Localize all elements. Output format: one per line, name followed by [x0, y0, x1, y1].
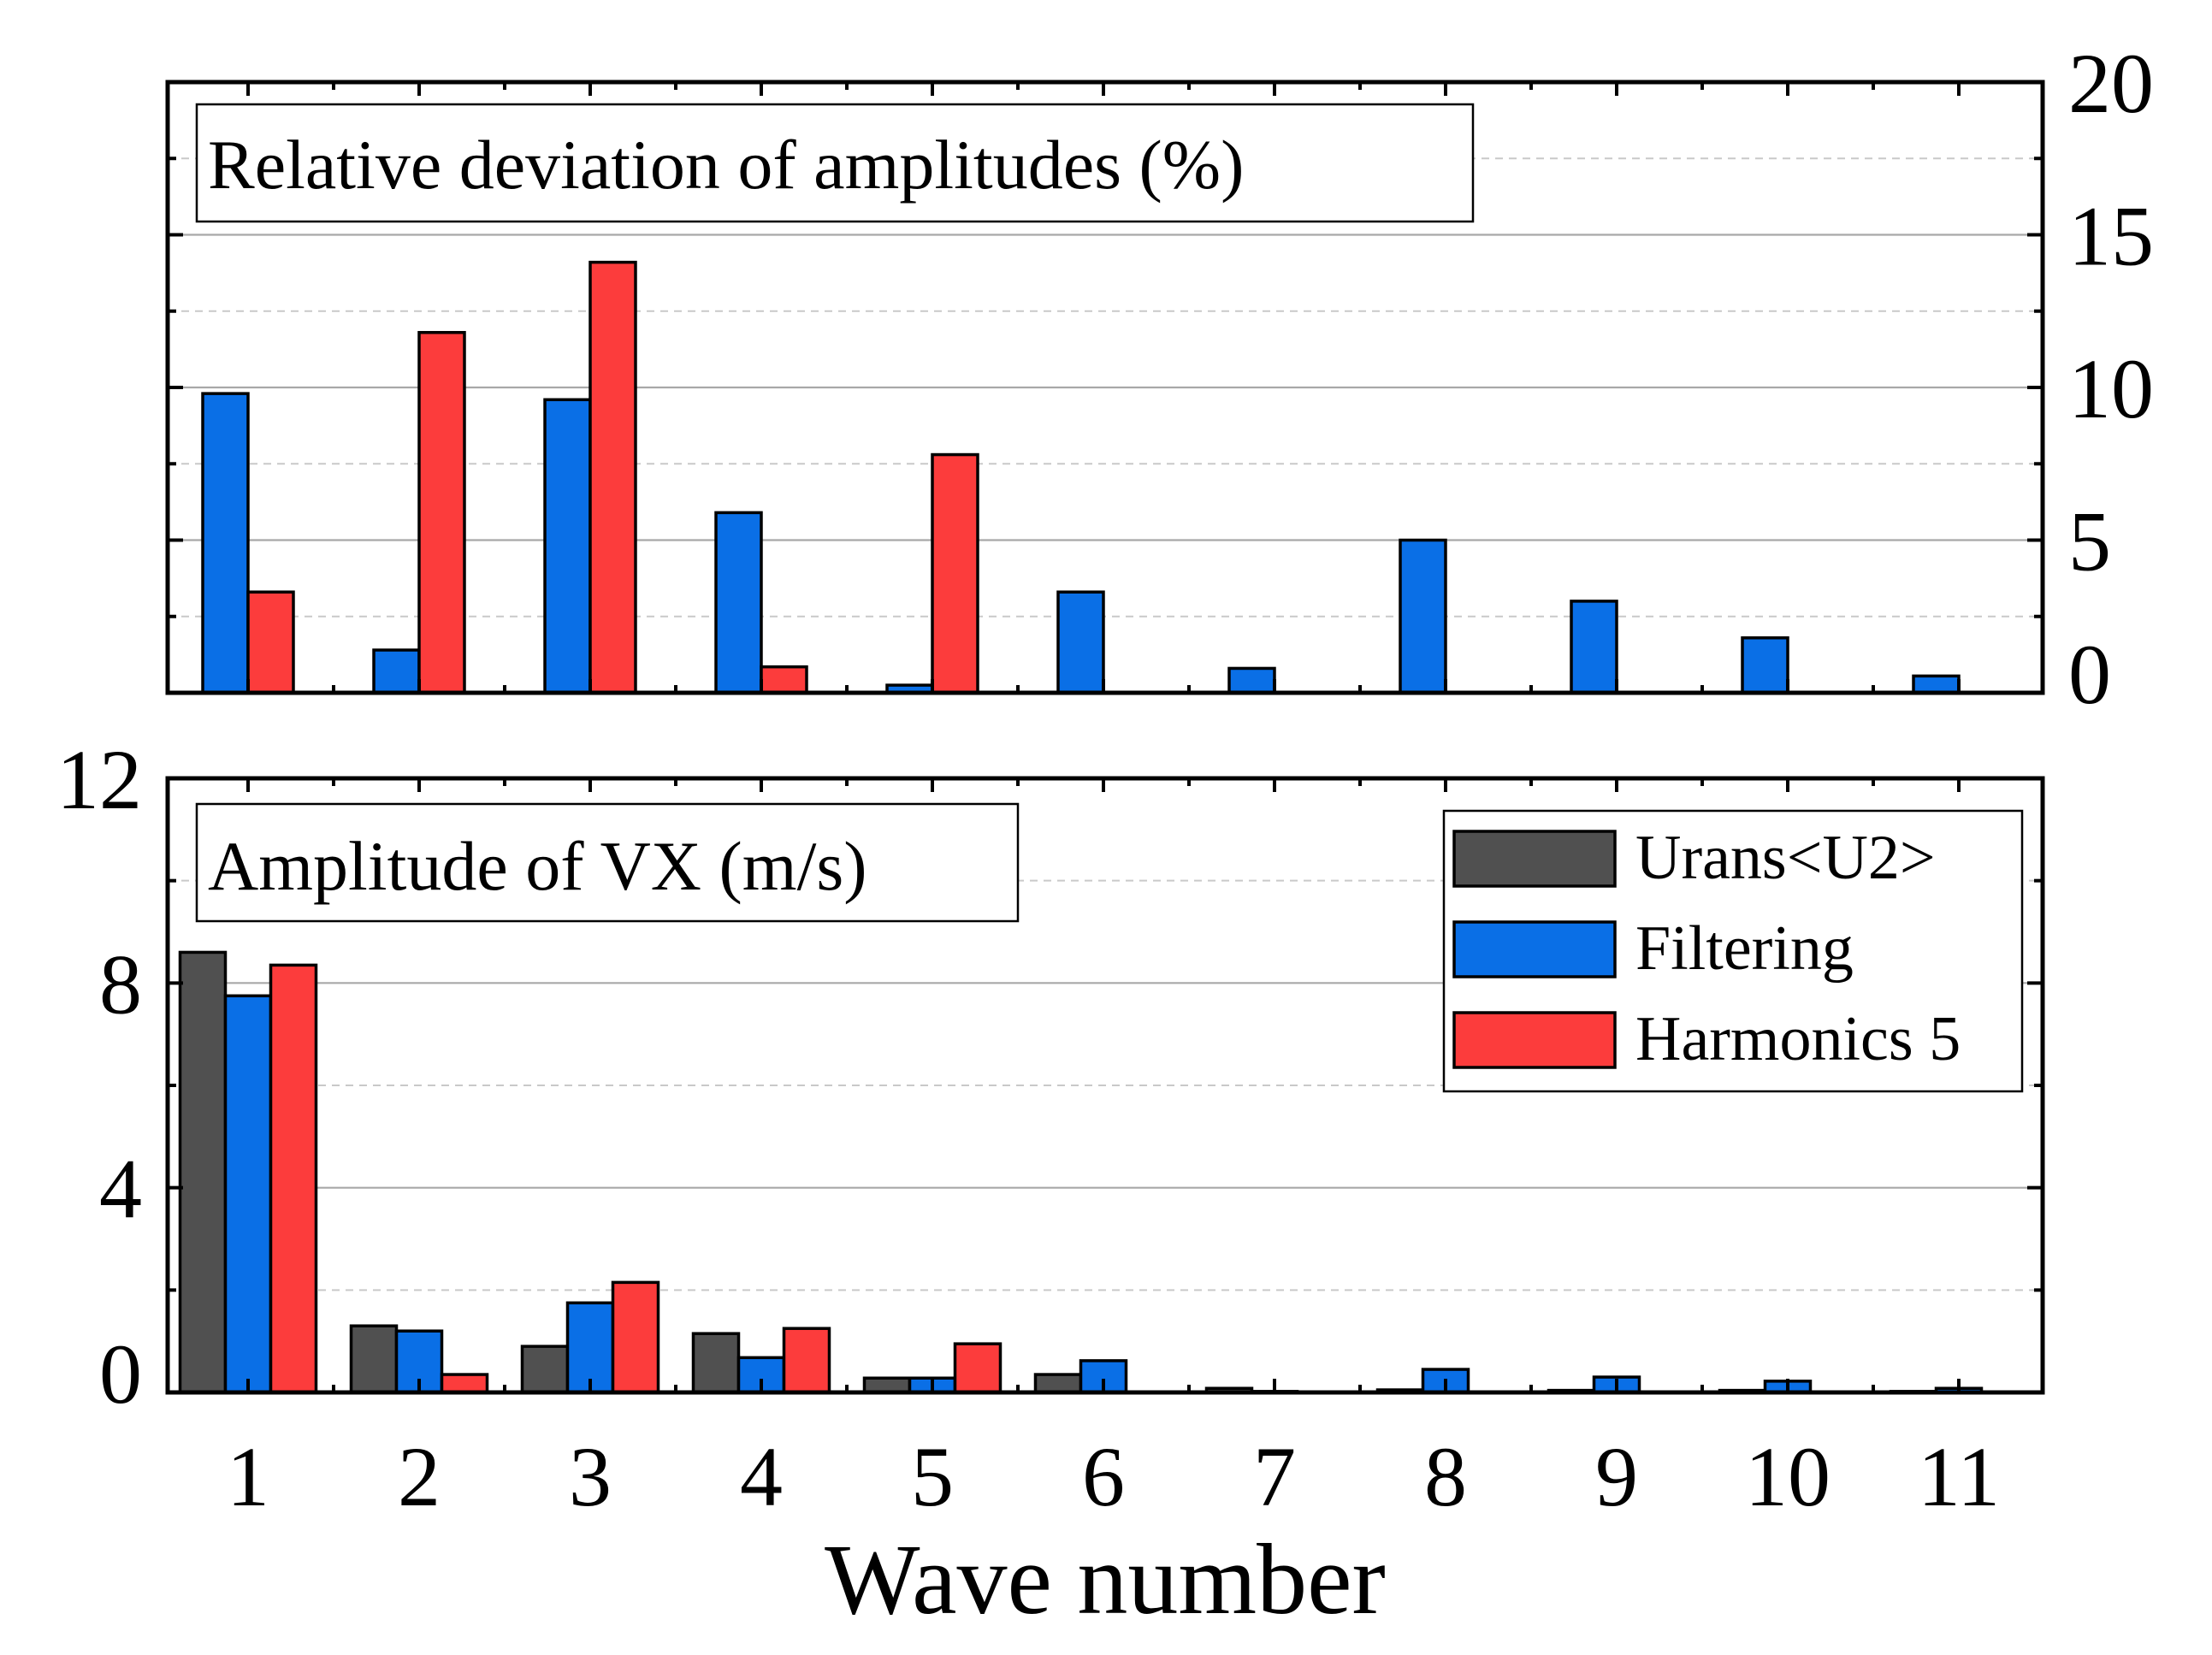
legend-label: Urans<U2> [1635, 823, 1936, 893]
top-bar-filtering-1 [201, 392, 250, 695]
bottom-bar-harmonics-5-2 [440, 1373, 489, 1394]
bottom-bar-filtering-1 [223, 994, 273, 1394]
top-panel-title: Relative deviation of amplitudes (%) [208, 126, 1244, 204]
bottom-bar-urans-u2--3 [520, 1345, 570, 1394]
bottom-bar-harmonics-5-5 [953, 1342, 1002, 1394]
bottom-y-tick-label: 12 [56, 732, 142, 827]
top-bar-filtering-4 [714, 511, 763, 695]
bottom-y-tick-label: 0 [99, 1327, 142, 1422]
top-y-tick-label: 0 [2068, 627, 2111, 722]
top-y-tick-label: 10 [2068, 341, 2154, 436]
top-title-box: Relative deviation of amplitudes (%) [195, 103, 1475, 223]
x-tick-label-6: 6 [1082, 1429, 1125, 1524]
top-bar-filtering-9 [1570, 600, 1618, 695]
top-bar-filtering-8 [1399, 538, 1447, 695]
top-ticks: 0 5 10 15 20 [168, 36, 2154, 722]
top-bar-filtering-2 [372, 648, 421, 695]
bottom-panel-title: Amplitude of VX (m/s) [208, 827, 867, 905]
x-tick-label-8: 8 [1424, 1429, 1467, 1524]
legend-label: Filtering [1635, 913, 1854, 984]
bottom-y-tick-label: 8 [99, 937, 142, 1031]
x-tick-label-11: 11 [1918, 1429, 2000, 1524]
bottom-bar-urans-u2--1 [178, 950, 228, 1394]
bottom-bar-harmonics-5-3 [611, 1280, 660, 1394]
x-tick-label-10: 10 [1745, 1429, 1831, 1524]
legend: Urans<U2> Filtering Harmonics 5 [1442, 809, 2024, 1093]
bottom-bar-urans-u2--2 [349, 1324, 399, 1394]
top-bar-harmonics-5-2 [417, 330, 466, 695]
top-y-tick-label: 15 [2068, 189, 2154, 284]
top-bar-filtering-10 [1741, 635, 1789, 695]
x-tick-label-4: 4 [740, 1429, 783, 1524]
amplitude-panel: 0 4 8 12 Amplitude of VX (m/s) Urans<U2> Fil… [56, 732, 2045, 1422]
top-y-tick-label: 20 [2068, 36, 2154, 131]
bottom-title-box: Amplitude of VX (m/s) [195, 802, 1020, 923]
legend-swatch-urans-u2- [1452, 830, 1617, 888]
legend-swatch-filtering [1452, 920, 1617, 978]
legend-swatch-harmonics-5 [1452, 1011, 1617, 1069]
top-bar-filtering-7 [1227, 666, 1276, 695]
top-bar-filtering-3 [543, 398, 592, 695]
top-bar-filtering-6 [1056, 590, 1105, 695]
bottom-bar-urans-u2--5 [862, 1376, 912, 1394]
bottom-bar-urans-u2--6 [1033, 1373, 1083, 1394]
x-tick-label-1: 1 [227, 1429, 269, 1524]
top-bar-filtering-11 [1912, 674, 1961, 695]
bottom-y-tick-label: 4 [99, 1142, 142, 1237]
bottom-bar-urans-u2--4 [691, 1332, 741, 1394]
x-tick-labels: 1 2 3 4 5 6 7 8 9 10 11 [227, 1429, 2000, 1524]
x-tick-label-5: 5 [911, 1429, 954, 1524]
bottom-bar-harmonics-5-4 [782, 1327, 831, 1394]
top-bar-harmonics-5-3 [588, 260, 637, 695]
top-bar-harmonics-5-4 [760, 665, 808, 695]
top-bar-harmonics-5-1 [246, 590, 295, 695]
x-axis-label: Wave number [825, 1523, 1386, 1635]
top-bar-harmonics-5-5 [931, 452, 979, 695]
x-tick-label-2: 2 [398, 1429, 441, 1524]
bottom-bar-harmonics-5-1 [269, 963, 318, 1394]
top-y-tick-label: 5 [2068, 494, 2111, 589]
legend-label: Harmonics 5 [1635, 1004, 1961, 1074]
x-tick-label-3: 3 [569, 1429, 612, 1524]
top-bars [201, 260, 1961, 695]
x-tick-label-7: 7 [1253, 1429, 1296, 1524]
relative-deviation-panel: 0 5 10 15 20 Relative deviation of amplitude… [165, 36, 2154, 722]
x-tick-label-9: 9 [1595, 1429, 1638, 1524]
bottom-ticks: 0 4 8 12 [56, 732, 2043, 1422]
